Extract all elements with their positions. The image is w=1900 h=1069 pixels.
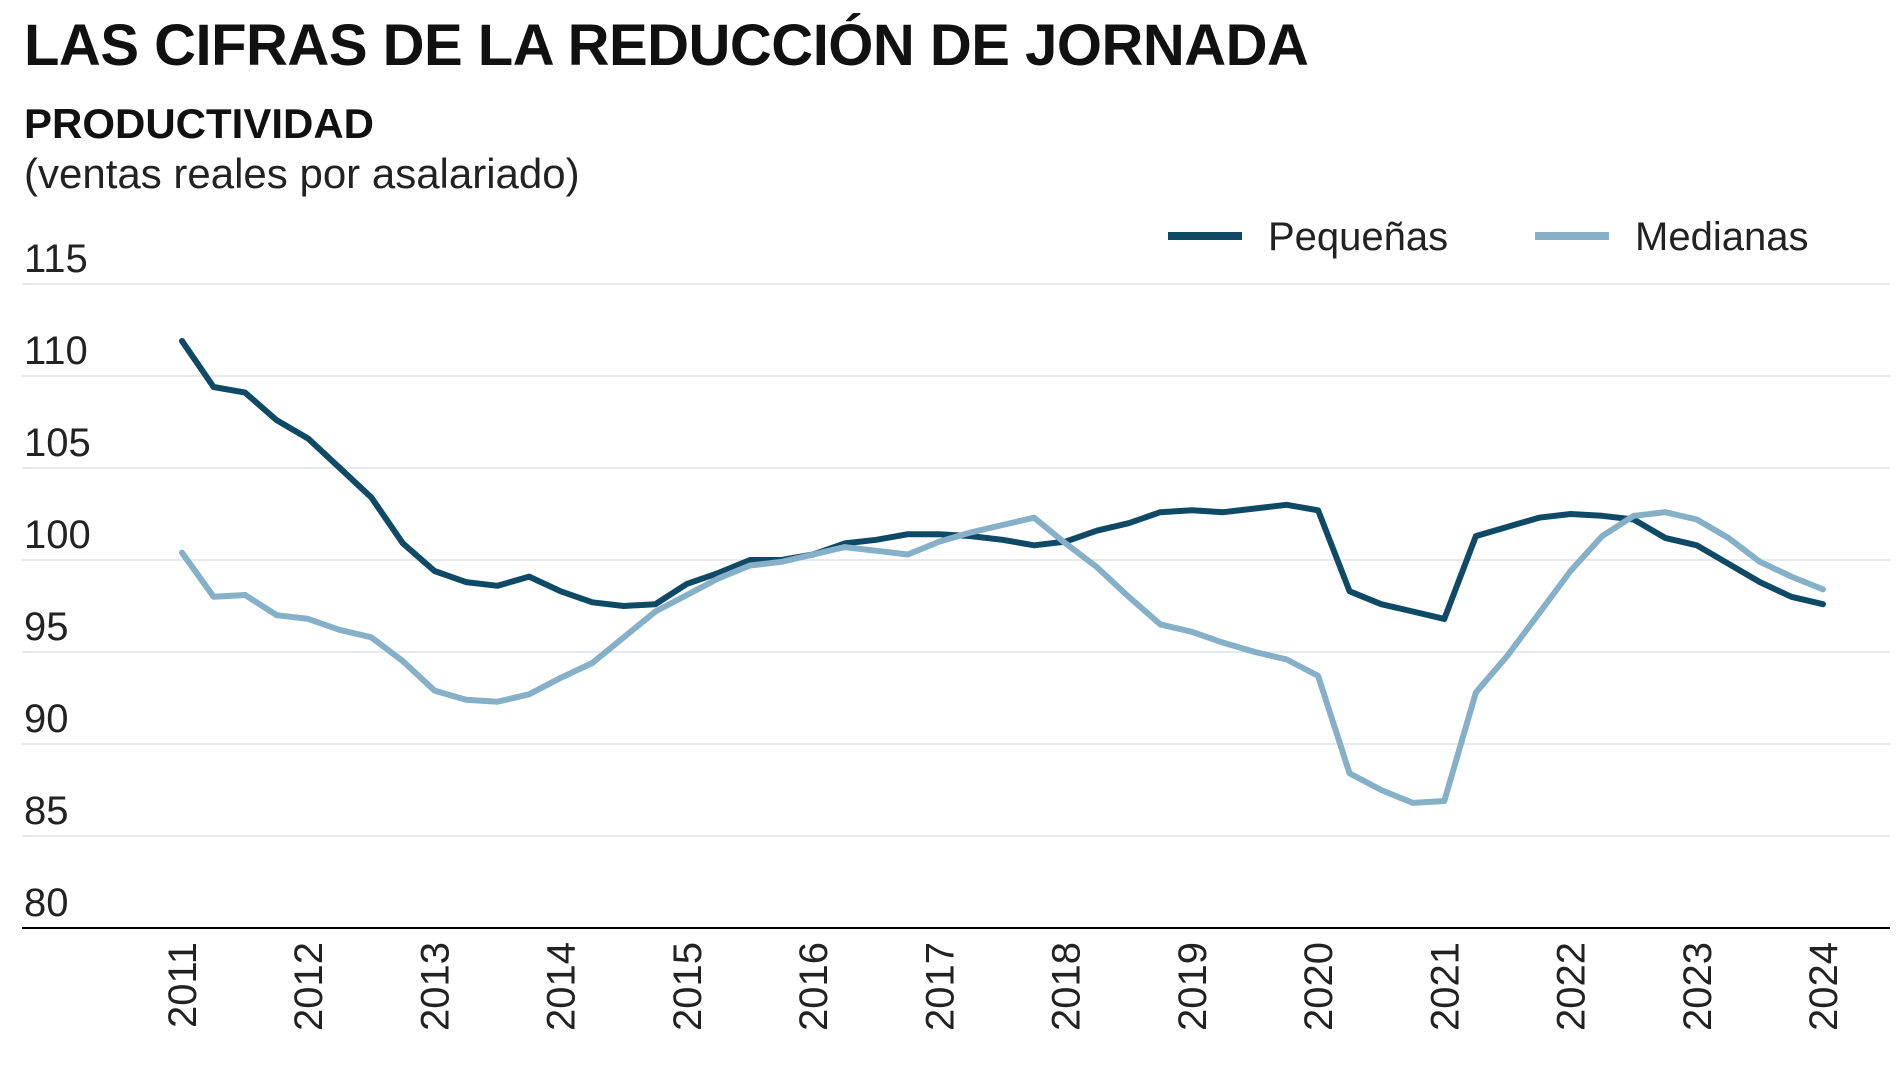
x-tick-label-2012: 2012 bbox=[287, 942, 331, 1031]
x-tick-label-2015: 2015 bbox=[666, 942, 710, 1031]
x-tick-label-2020: 2020 bbox=[1297, 942, 1341, 1031]
y-tick-label-110: 110 bbox=[24, 329, 88, 373]
x-tick-label-2019: 2019 bbox=[1171, 942, 1215, 1031]
y-tick-label-105: 105 bbox=[24, 421, 91, 465]
x-tick-label-2023: 2023 bbox=[1676, 942, 1720, 1031]
y-tick-label-90: 90 bbox=[24, 697, 69, 741]
x-tick-label-2017: 2017 bbox=[918, 942, 962, 1031]
legend-label-medianas: Medianas bbox=[1635, 215, 1808, 259]
x-tick-label-2024: 2024 bbox=[1802, 942, 1846, 1031]
x-tick-label-2021: 2021 bbox=[1423, 942, 1467, 1031]
series-line-medianas bbox=[179, 509, 1826, 806]
gridlines bbox=[22, 283, 1890, 837]
series-lines bbox=[179, 338, 1826, 806]
x-tick-label-2013: 2013 bbox=[413, 942, 457, 1031]
chart-title: LAS CIFRAS DE LA REDUCCIÓN DE JORNADA bbox=[24, 13, 1309, 78]
y-tick-label-100: 100 bbox=[24, 513, 91, 557]
y-tick-label-85: 85 bbox=[24, 789, 69, 833]
x-tick-label-2016: 2016 bbox=[792, 942, 836, 1031]
chart-subtitle: PRODUCTIVIDAD bbox=[24, 100, 375, 147]
x-tick-label-2014: 2014 bbox=[540, 942, 584, 1031]
y-tick-label-115: 115 bbox=[24, 237, 88, 281]
x-tick-label-2011: 2011 bbox=[161, 942, 205, 1028]
legend-label-pequenas: Pequeñas bbox=[1268, 215, 1448, 259]
legend: Pequeñas Medianas bbox=[1168, 215, 1808, 259]
x-tick-label-2018: 2018 bbox=[1045, 942, 1089, 1031]
y-tick-label-80: 80 bbox=[24, 881, 69, 925]
x-axis-ticks: 2011 2012 2013 2014 2015 2016 2017 2018 2019 2020… bbox=[161, 942, 1846, 1031]
y-tick-label-95: 95 bbox=[24, 605, 69, 649]
chart-note: (ventas reales por asalariado) bbox=[24, 150, 580, 197]
y-axis-ticks: 80 85 90 95 100 105 110 115 bbox=[24, 237, 91, 925]
x-tick-label-2022: 2022 bbox=[1550, 942, 1594, 1031]
series-line-pequenas bbox=[179, 338, 1826, 622]
